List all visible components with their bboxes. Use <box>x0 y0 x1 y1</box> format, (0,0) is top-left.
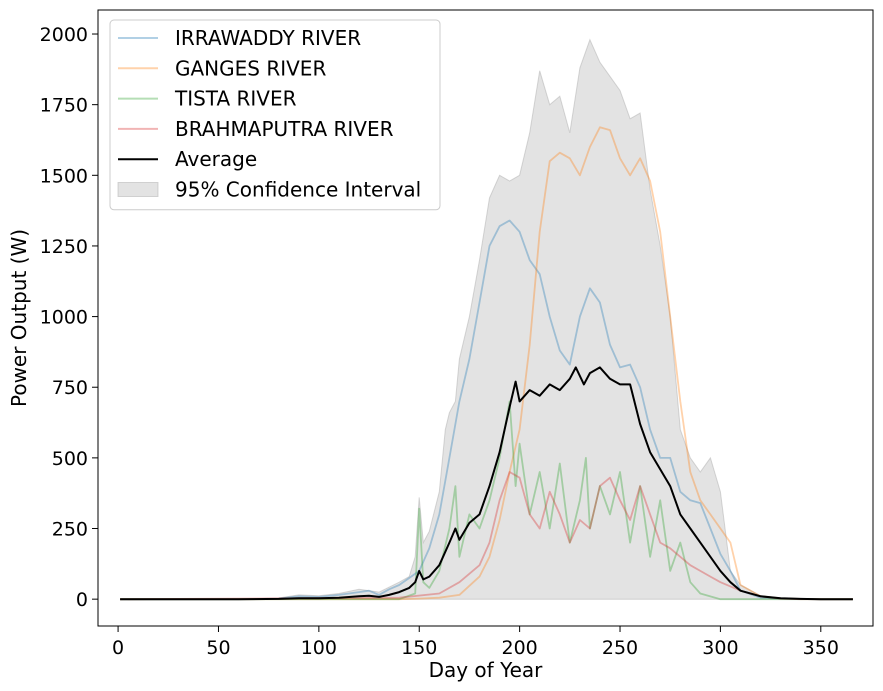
series-line-brahmaputra-river <box>120 471 853 601</box>
y-tick-label: 1000 <box>40 307 88 329</box>
series-line-average <box>120 366 853 601</box>
x-axis-label: Day of Year <box>429 658 544 682</box>
legend-label: IRRAWADDY RIVER <box>175 26 361 50</box>
y-tick-label: 2000 <box>40 24 88 46</box>
x-tick-label: 200 <box>501 637 537 659</box>
legend-box <box>109 19 441 211</box>
y-axis-ticks: 0 250 500 750 1000 1250 1500 1750 2000 <box>40 24 98 611</box>
legend-label: TISTA RIVER <box>174 87 297 111</box>
y-tick-label: 1750 <box>40 95 88 117</box>
x-tick-label: 50 <box>206 637 230 659</box>
y-axis-label: Power Output (W) <box>7 229 31 407</box>
legend-label: Average <box>175 147 257 171</box>
series-line-ganges-river <box>120 126 853 601</box>
plot-area-frame <box>97 9 874 627</box>
x-tick-label: 350 <box>803 637 839 659</box>
y-tick-label: 750 <box>52 377 88 399</box>
confidence-interval-layer <box>120 38 853 600</box>
x-tick-label: 150 <box>401 637 437 659</box>
x-tick-label: 100 <box>301 637 337 659</box>
y-tick-label: 250 <box>52 519 88 541</box>
x-tick-label: 250 <box>602 637 638 659</box>
series-lines-layer <box>120 126 853 601</box>
legend-label: GANGES RIVER <box>175 56 326 80</box>
y-tick-label: 0 <box>76 589 88 611</box>
y-tick-label: 1250 <box>40 236 88 258</box>
legend-label: BRAHMAPUTRA RIVER <box>175 117 394 141</box>
y-tick-label: 500 <box>52 448 88 470</box>
x-tick-label: 300 <box>702 637 738 659</box>
legend: IRRAWADDY RIVER GANGES RIVER TISTA RIVER BR… <box>109 19 441 211</box>
x-tick-label: 0 <box>112 637 124 659</box>
legend-swatch <box>117 182 159 197</box>
x-axis-ticks: 0 50 100 150 200 250 300 350 <box>112 626 839 659</box>
legend-label: 95% Confidence Interval <box>175 178 421 202</box>
series-line-irrawaddy-river <box>120 219 853 601</box>
confidence-interval-band <box>120 38 853 600</box>
y-tick-label: 1500 <box>40 165 88 187</box>
